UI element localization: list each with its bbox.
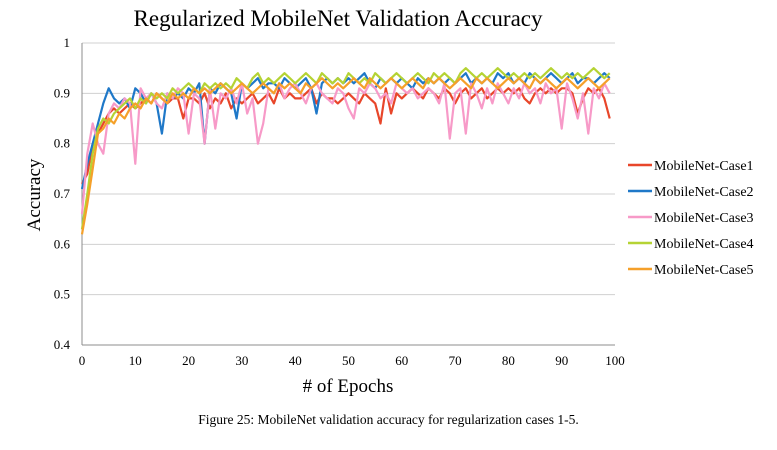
x-tick-label: 40 — [289, 353, 302, 368]
legend-label: MobileNet-Case5 — [654, 263, 754, 278]
x-tick-label: 50 — [342, 353, 355, 368]
series-lines — [80, 67, 611, 235]
x-tick-label: 20 — [182, 353, 195, 368]
series-line — [80, 67, 611, 230]
x-tick-label: 10 — [129, 353, 142, 368]
x-tick-label: 0 — [79, 353, 86, 368]
x-tick-label: 30 — [235, 353, 248, 368]
y-tick-label: 0.8 — [54, 136, 70, 151]
legend-label: MobileNet-Case1 — [654, 159, 754, 174]
x-tick-label: 60 — [395, 353, 408, 368]
y-axis-title: Accuracy — [24, 158, 45, 231]
x-tick-label: 100 — [605, 353, 625, 368]
series-line — [80, 82, 611, 215]
y-tick-labels: 0.4 0.5 0.6 0.7 0.8 0.9 1 — [54, 35, 71, 352]
y-tick-label: 0.6 — [54, 236, 71, 251]
x-axis-title: # of Epochs — [303, 376, 394, 397]
legend: MobileNet-Case1 MobileNet-Case2 MobileNet-… — [628, 159, 754, 278]
x-tick-label: 90 — [555, 353, 568, 368]
axes — [81, 43, 615, 346]
y-tick-label: 1 — [64, 35, 71, 50]
y-tick-label: 0.7 — [54, 186, 71, 201]
legend-label: MobileNet-Case3 — [654, 211, 754, 226]
legend-label: MobileNet-Case4 — [654, 237, 754, 252]
x-tick-labels: 0 10 20 30 40 50 60 70 80 90 100 — [79, 353, 625, 368]
y-tick-label: 0.4 — [54, 337, 71, 352]
series-line — [80, 77, 611, 235]
series-line — [80, 72, 611, 190]
x-tick-label: 70 — [449, 353, 462, 368]
x-tick-label: 80 — [502, 353, 515, 368]
figure-caption: Figure 25: MobileNet validation accuracy… — [198, 412, 579, 427]
legend-label: MobileNet-Case2 — [654, 185, 754, 200]
gridlines — [82, 42, 615, 296]
chart-title: Regularized MobileNet Validation Accurac… — [134, 6, 543, 31]
y-tick-label: 0.5 — [54, 287, 70, 302]
y-tick-label: 0.9 — [54, 85, 70, 100]
